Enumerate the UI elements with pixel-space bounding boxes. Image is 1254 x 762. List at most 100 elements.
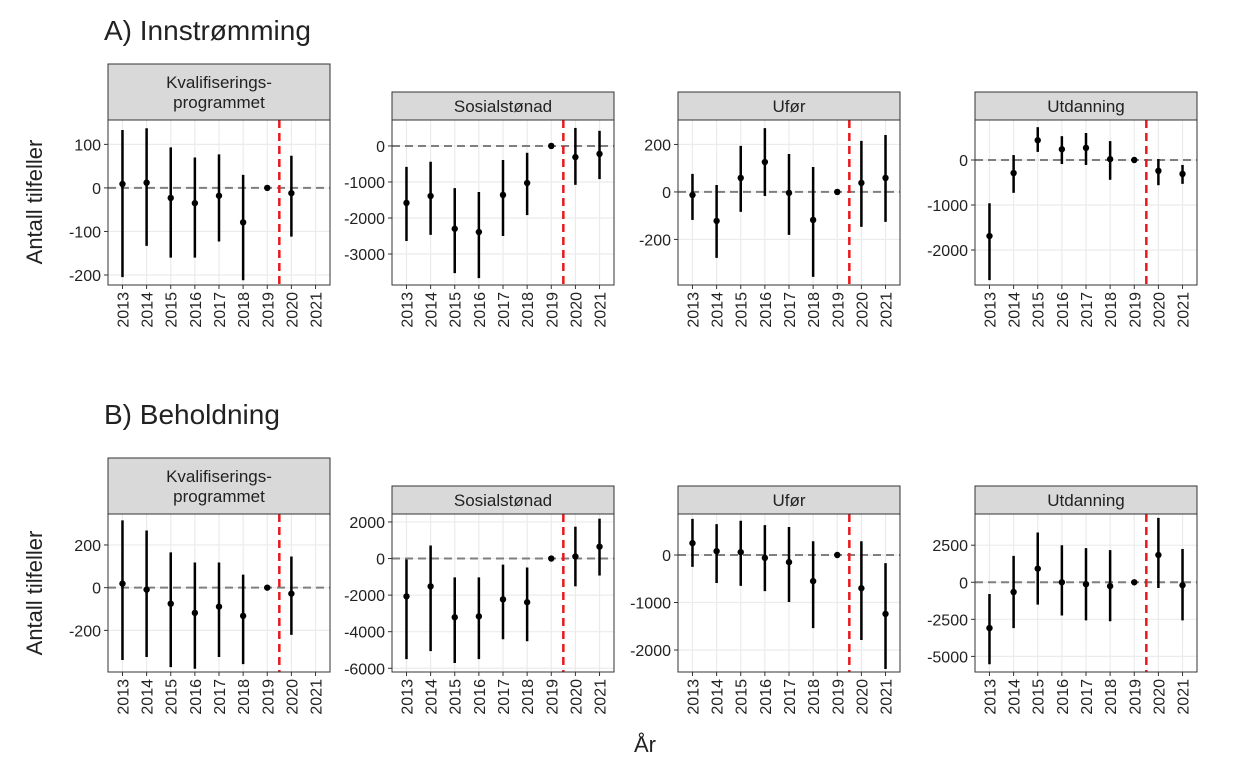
x-tick-label: 2018 xyxy=(520,292,537,328)
strip-label: Sosialstønad xyxy=(454,491,552,510)
point xyxy=(596,150,603,158)
point xyxy=(1155,551,1162,559)
x-tick-label: 2020 xyxy=(284,292,301,328)
strip-label: programmet xyxy=(173,487,265,506)
point xyxy=(986,232,993,240)
x-tick-label: 2018 xyxy=(806,292,823,328)
y-tick-label: 0 xyxy=(662,548,671,565)
y-axis-label: Antall tilfeller xyxy=(22,531,47,656)
x-tick-label: 2013 xyxy=(685,679,702,715)
x-tick-label: 2013 xyxy=(115,292,132,328)
x-tick-label: 2017 xyxy=(782,679,799,715)
strip-label: programmet xyxy=(173,93,265,112)
point xyxy=(572,153,579,161)
x-tick-label: 2019 xyxy=(830,292,847,328)
x-tick-label: 2015 xyxy=(164,679,181,715)
x-tick-label: 2021 xyxy=(879,292,896,328)
point xyxy=(1131,156,1138,164)
strip xyxy=(107,457,331,515)
y-tick-label: -200 xyxy=(639,232,671,249)
x-tick-label: 2015 xyxy=(164,292,181,328)
point xyxy=(737,174,744,182)
strip-label: Ufør xyxy=(772,97,805,116)
x-tick-label: 2015 xyxy=(1031,292,1048,328)
x-tick-label: 2018 xyxy=(236,679,253,715)
panel-border xyxy=(974,513,1198,673)
strip-label: Sosialstønad xyxy=(454,97,552,116)
point xyxy=(809,216,817,224)
point xyxy=(689,191,696,199)
x-tick-label: 2015 xyxy=(448,292,465,328)
x-tick-label: 2018 xyxy=(520,679,537,715)
panel-border xyxy=(677,513,901,673)
x-tick-label: 2013 xyxy=(685,292,702,328)
point xyxy=(167,194,174,202)
y-tick-label: -100 xyxy=(69,224,101,241)
point xyxy=(264,584,271,591)
point xyxy=(427,192,434,200)
point xyxy=(143,179,150,186)
point xyxy=(288,189,295,197)
x-tick-label: 2020 xyxy=(854,292,871,328)
point xyxy=(834,551,841,559)
x-tick-label: 2021 xyxy=(1176,292,1193,328)
y-tick-label: -3000 xyxy=(344,247,385,264)
y-tick-label: 2000 xyxy=(349,515,385,532)
x-tick-label: 2020 xyxy=(1151,679,1168,715)
strip-label: Utdanning xyxy=(1047,97,1125,116)
x-tick-label: 2019 xyxy=(544,679,561,715)
x-tick-label: 2020 xyxy=(854,679,871,715)
point xyxy=(1179,170,1186,178)
point xyxy=(548,142,555,150)
y-tick-label: 0 xyxy=(662,185,671,202)
y-tick-label: 2500 xyxy=(932,538,968,555)
y-tick-label: -2500 xyxy=(927,612,968,629)
y-tick-label: 200 xyxy=(644,137,671,154)
strip xyxy=(974,485,1198,515)
y-axis-label: Antall tilfeller xyxy=(22,140,47,265)
x-tick-label: 2017 xyxy=(212,292,229,328)
point xyxy=(882,174,889,182)
point xyxy=(451,225,458,232)
point xyxy=(1106,155,1114,163)
point xyxy=(475,228,483,236)
point xyxy=(1131,579,1138,586)
x-tick-label: 2017 xyxy=(496,292,513,328)
x-tick-label: 2021 xyxy=(879,679,896,715)
panel-border xyxy=(677,119,901,286)
point xyxy=(403,593,410,600)
point xyxy=(167,600,174,607)
y-tick-label: 100 xyxy=(74,137,101,154)
x-tick-label: 2021 xyxy=(593,679,610,715)
section-title: A) Innstrømming xyxy=(104,15,311,46)
x-tick-label: 2017 xyxy=(1079,679,1096,715)
point xyxy=(523,179,531,187)
point xyxy=(1106,582,1114,590)
y-tick-label: -1000 xyxy=(927,198,968,215)
panel-border xyxy=(391,513,615,673)
point xyxy=(858,585,865,592)
x-tick-label: 2013 xyxy=(399,679,416,715)
point xyxy=(986,624,993,632)
x-tick-label: 2018 xyxy=(1103,679,1120,715)
x-tick-label: 2017 xyxy=(496,679,513,715)
point xyxy=(475,613,483,620)
x-tick-label: 2014 xyxy=(710,679,727,715)
panel-border xyxy=(974,119,1198,286)
point xyxy=(834,188,841,196)
x-tick-label: 2014 xyxy=(424,679,441,715)
point xyxy=(1010,588,1017,596)
point xyxy=(264,184,271,192)
point xyxy=(1034,565,1041,572)
x-tick-label: 2019 xyxy=(260,679,277,715)
point xyxy=(858,179,865,187)
point xyxy=(451,614,458,621)
y-tick-label: 200 xyxy=(74,538,101,555)
x-tick-label: 2014 xyxy=(140,292,157,328)
x-tick-label: 2016 xyxy=(1055,292,1072,328)
point xyxy=(143,586,150,593)
strip xyxy=(974,91,1198,121)
x-tick-label: 2013 xyxy=(982,292,999,328)
y-tick-label: 0 xyxy=(92,581,101,598)
point xyxy=(215,192,223,199)
